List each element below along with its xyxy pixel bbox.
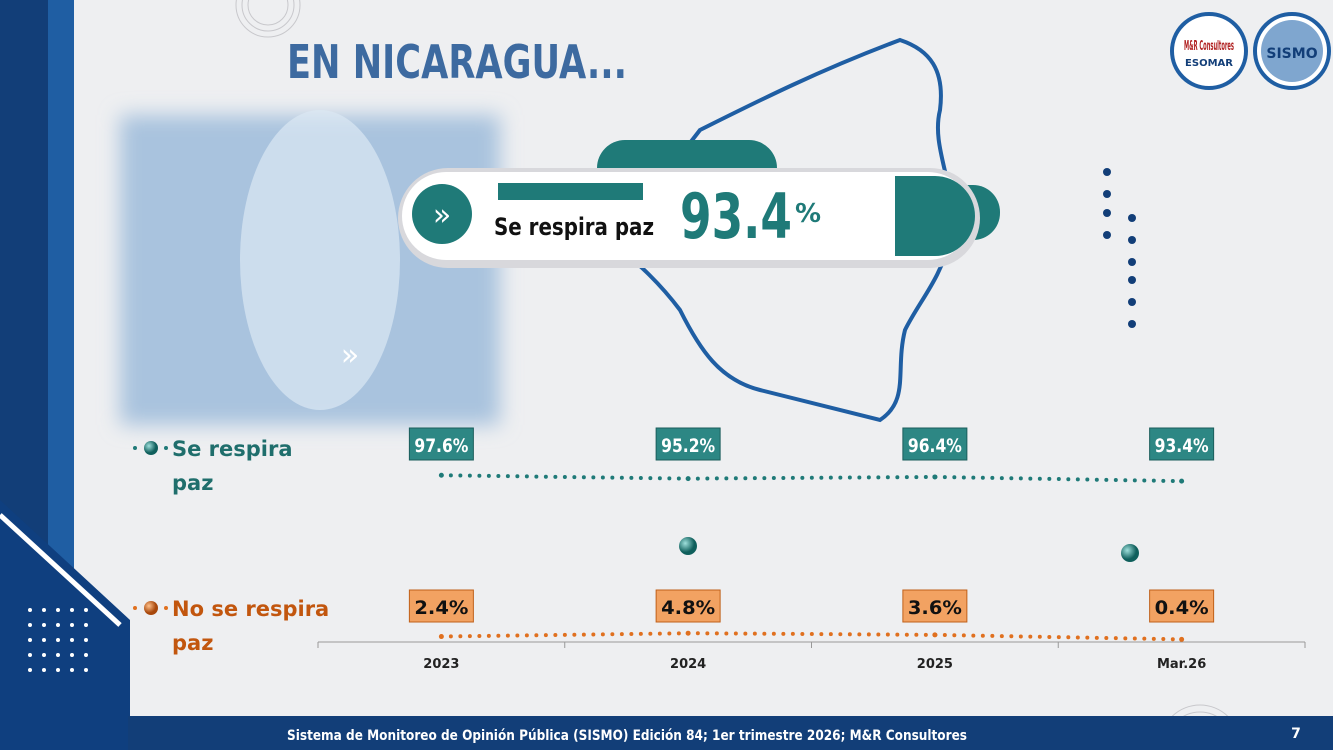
legend-marker (144, 441, 158, 455)
logo-mr-text: M&R Consultores (1184, 39, 1234, 54)
value-label: 0.4% (1155, 597, 1209, 619)
footer: Sistema de Monitoreo de Opinión Pública … (287, 728, 967, 744)
legend-label: Se respira paz (172, 437, 300, 495)
logo-esomar: ESOMAR (1185, 58, 1233, 69)
point (685, 630, 691, 636)
point (438, 472, 444, 478)
point (1179, 636, 1185, 642)
point (932, 632, 938, 638)
footer-bar (128, 716, 1333, 750)
deco-ball (679, 537, 697, 555)
series-line (439, 631, 1184, 642)
value-label-box (408, 427, 474, 461)
photo-figure (240, 110, 400, 410)
page-number: 7 (1291, 726, 1301, 742)
series-line (439, 473, 1184, 484)
x-tick-label: 2025 (917, 657, 953, 672)
logo-sismo-text: SISMO (1266, 46, 1317, 62)
value-label-box (902, 589, 968, 623)
title: EN NICARAGUA... (287, 35, 627, 89)
highlight-label: Se respira paz (494, 213, 654, 241)
pill-chevron: » (433, 198, 451, 233)
legend-marker (144, 601, 158, 615)
corner-stripe (0, 513, 122, 627)
plot: 2023 2024 2025 Mar.26 97.6% 95.2% 96.4% 93.4% Se… (133, 427, 1306, 672)
value-label-box (655, 427, 721, 461)
value-label: 4.8% (661, 597, 715, 619)
logo-sismo-inner (1261, 20, 1323, 82)
pill-end (895, 176, 975, 256)
value-label: 95.2% (661, 435, 715, 457)
photo-chevron: » (341, 338, 359, 373)
point (685, 476, 691, 482)
highlight-unit: % (795, 199, 821, 229)
legend-label: No se respira paz (172, 597, 337, 655)
x-tick-label: 2023 (423, 657, 459, 672)
dot-grid (28, 608, 88, 672)
pill-bar (498, 183, 643, 200)
x-tick-label: Mar.26 (1157, 657, 1206, 672)
value-label: 96.4% (908, 435, 962, 457)
x-tick-label: 2024 (670, 657, 706, 672)
value-label-box (1149, 427, 1215, 461)
deco-ball (1121, 544, 1139, 562)
value-label: 3.6% (908, 597, 962, 619)
value-label-box (902, 427, 968, 461)
value-label: 2.4% (414, 597, 468, 619)
pill-icon (412, 184, 472, 244)
value-label-box (408, 589, 474, 623)
value-label-box (1149, 589, 1215, 623)
value-label: 93.4% (1155, 435, 1209, 457)
value-label: 97.6% (414, 435, 468, 457)
logo-mr (1170, 12, 1248, 90)
legend-dot (164, 446, 168, 450)
value-label-box (655, 589, 721, 623)
point (1179, 478, 1185, 484)
legend-dot (133, 446, 137, 450)
corner-shape (0, 500, 130, 750)
legend-dot (164, 606, 168, 610)
point (438, 634, 444, 640)
highlight-value: 93.4 (680, 180, 792, 253)
legend-dot (133, 606, 137, 610)
point (932, 474, 938, 480)
dot-column (1103, 168, 1136, 328)
